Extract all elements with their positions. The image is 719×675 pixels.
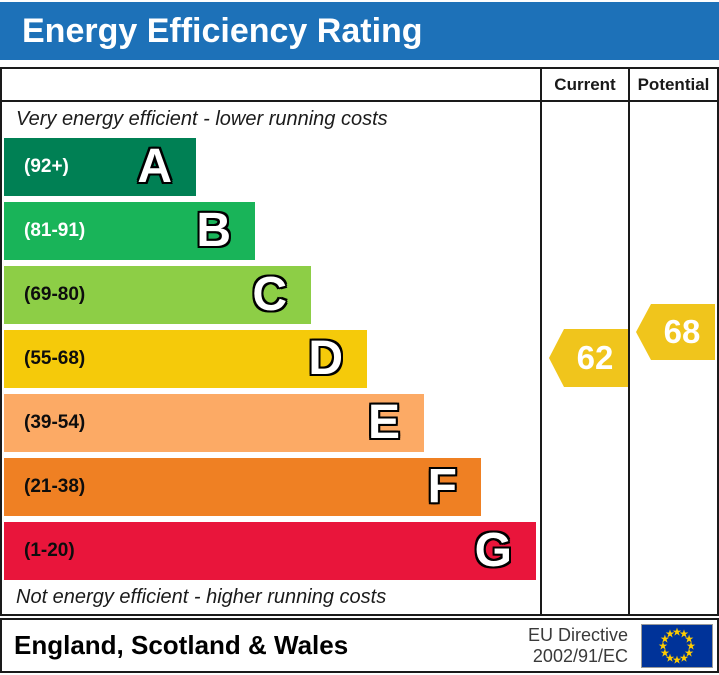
current-column-header: Current <box>554 75 616 94</box>
band-e-letter: E <box>367 396 400 449</box>
band-b-letter: B <box>196 204 231 257</box>
band-g: (1-20) G <box>4 522 536 580</box>
footer-bar: England, Scotland & Wales EU Directive 2… <box>0 618 719 673</box>
potential-rating-value: 68 <box>663 313 701 350</box>
region-label: England, Scotland & Wales <box>14 630 349 660</box>
band-c: (69-80) C <box>4 266 311 324</box>
bottom-note: Not energy efficient - higher running co… <box>16 586 387 608</box>
eu-directive-line1: EU Directive <box>527 624 628 645</box>
eu-directive-line2: 2002/91/EC <box>532 645 628 666</box>
rating-chart: Current Potential Very energy efficient … <box>0 67 719 616</box>
eu-directive-label: EU Directive 2002/91/EC <box>528 625 628 667</box>
band-b: (81-91) B <box>4 202 255 260</box>
top-note: Very energy efficient - lower running co… <box>16 108 388 130</box>
band-d-range: (55-68) <box>24 348 86 369</box>
band-g-letter: G <box>474 524 512 577</box>
column-divider-potential <box>628 69 630 614</box>
title-bar: Energy Efficiency Rating <box>0 2 719 60</box>
page-title: Energy Efficiency Rating <box>22 11 423 50</box>
band-b-range: (81-91) <box>24 220 86 241</box>
band-f-letter: F <box>427 460 457 513</box>
band-f-range: (21-38) <box>24 476 86 497</box>
band-c-letter: C <box>252 268 287 321</box>
band-e: (39-54) E <box>4 394 424 452</box>
potential-column-header: Potential <box>637 75 710 94</box>
band-a-letter: A <box>137 140 172 193</box>
band-c-range: (69-80) <box>24 284 86 305</box>
potential-rating-arrow: 68 <box>636 304 715 360</box>
table-header-row <box>2 69 717 102</box>
current-rating-arrow: 62 <box>549 329 628 387</box>
band-g-range: (1-20) <box>24 540 75 561</box>
band-d: (55-68) D <box>4 330 367 388</box>
band-a: (92+) A <box>4 138 196 196</box>
band-f: (21-38) F <box>4 458 481 516</box>
current-rating-value: 62 <box>576 339 614 376</box>
band-e-range: (39-54) <box>24 412 86 433</box>
band-a-range: (92+) <box>24 156 69 177</box>
band-d-letter: D <box>308 332 343 385</box>
column-divider-current <box>540 69 542 614</box>
eu-flag-icon <box>641 623 713 668</box>
